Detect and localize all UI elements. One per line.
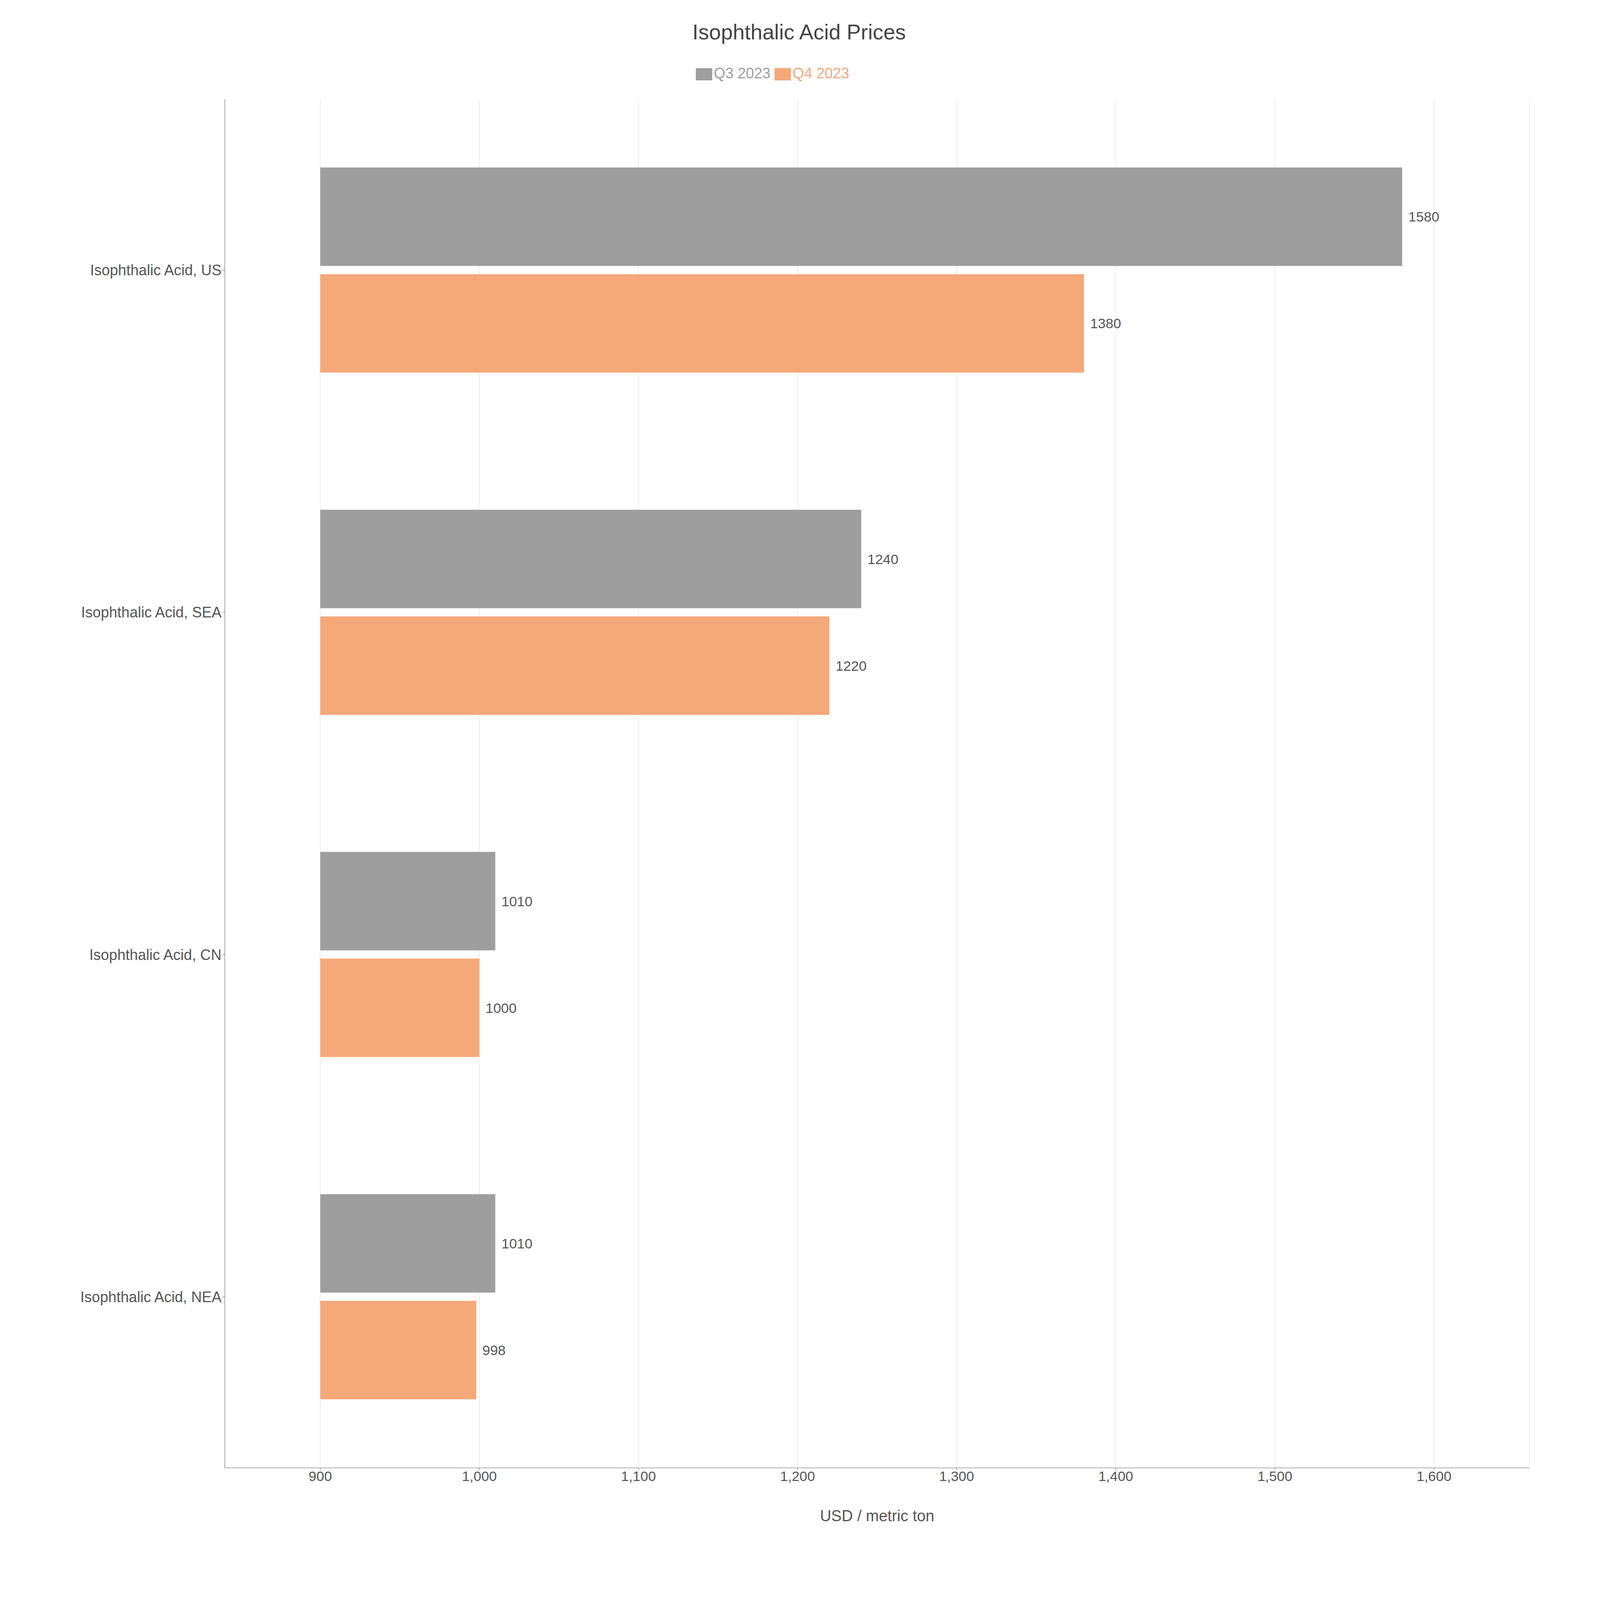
svg-text:Isophthalic Acid, SEA: Isophthalic Acid, SEA xyxy=(81,603,222,621)
svg-text:1,000: 1,000 xyxy=(461,1468,497,1484)
svg-text:Isophthalic Acid, CN: Isophthalic Acid, CN xyxy=(89,946,222,964)
svg-text:1380: 1380 xyxy=(1090,315,1122,332)
svg-text:1010: 1010 xyxy=(501,1235,533,1252)
svg-text:USD / metric ton: USD / metric ton xyxy=(820,1507,935,1525)
svg-text:Isophthalic Acid, US: Isophthalic Acid, US xyxy=(90,261,222,279)
svg-text:1,600: 1,600 xyxy=(1416,1468,1452,1484)
svg-text:1,400: 1,400 xyxy=(1098,1468,1134,1484)
svg-text:1,100: 1,100 xyxy=(621,1468,656,1484)
svg-text:900: 900 xyxy=(308,1468,332,1484)
html-text:Isophthalic Acid Prices: Isophthalic Acid Prices xyxy=(692,20,906,44)
svg-text:1,200: 1,200 xyxy=(780,1468,816,1484)
svg-text:1580: 1580 xyxy=(1408,208,1440,225)
svg-text:1,500: 1,500 xyxy=(1257,1468,1293,1484)
svg-text:1220: 1220 xyxy=(835,658,867,674)
html-text:Q3 2023: Q3 2023 xyxy=(713,64,771,82)
svg-text:1240: 1240 xyxy=(867,551,899,567)
svg-text:1010: 1010 xyxy=(501,893,533,910)
svg-text:998: 998 xyxy=(482,1342,506,1358)
svg-text:1,300: 1,300 xyxy=(939,1468,974,1484)
svg-text:Isophthalic Acid, NEA: Isophthalic Acid, NEA xyxy=(80,1288,222,1306)
html-text:Q4 2023: Q4 2023 xyxy=(792,64,850,82)
svg-text:1000: 1000 xyxy=(485,1000,517,1016)
